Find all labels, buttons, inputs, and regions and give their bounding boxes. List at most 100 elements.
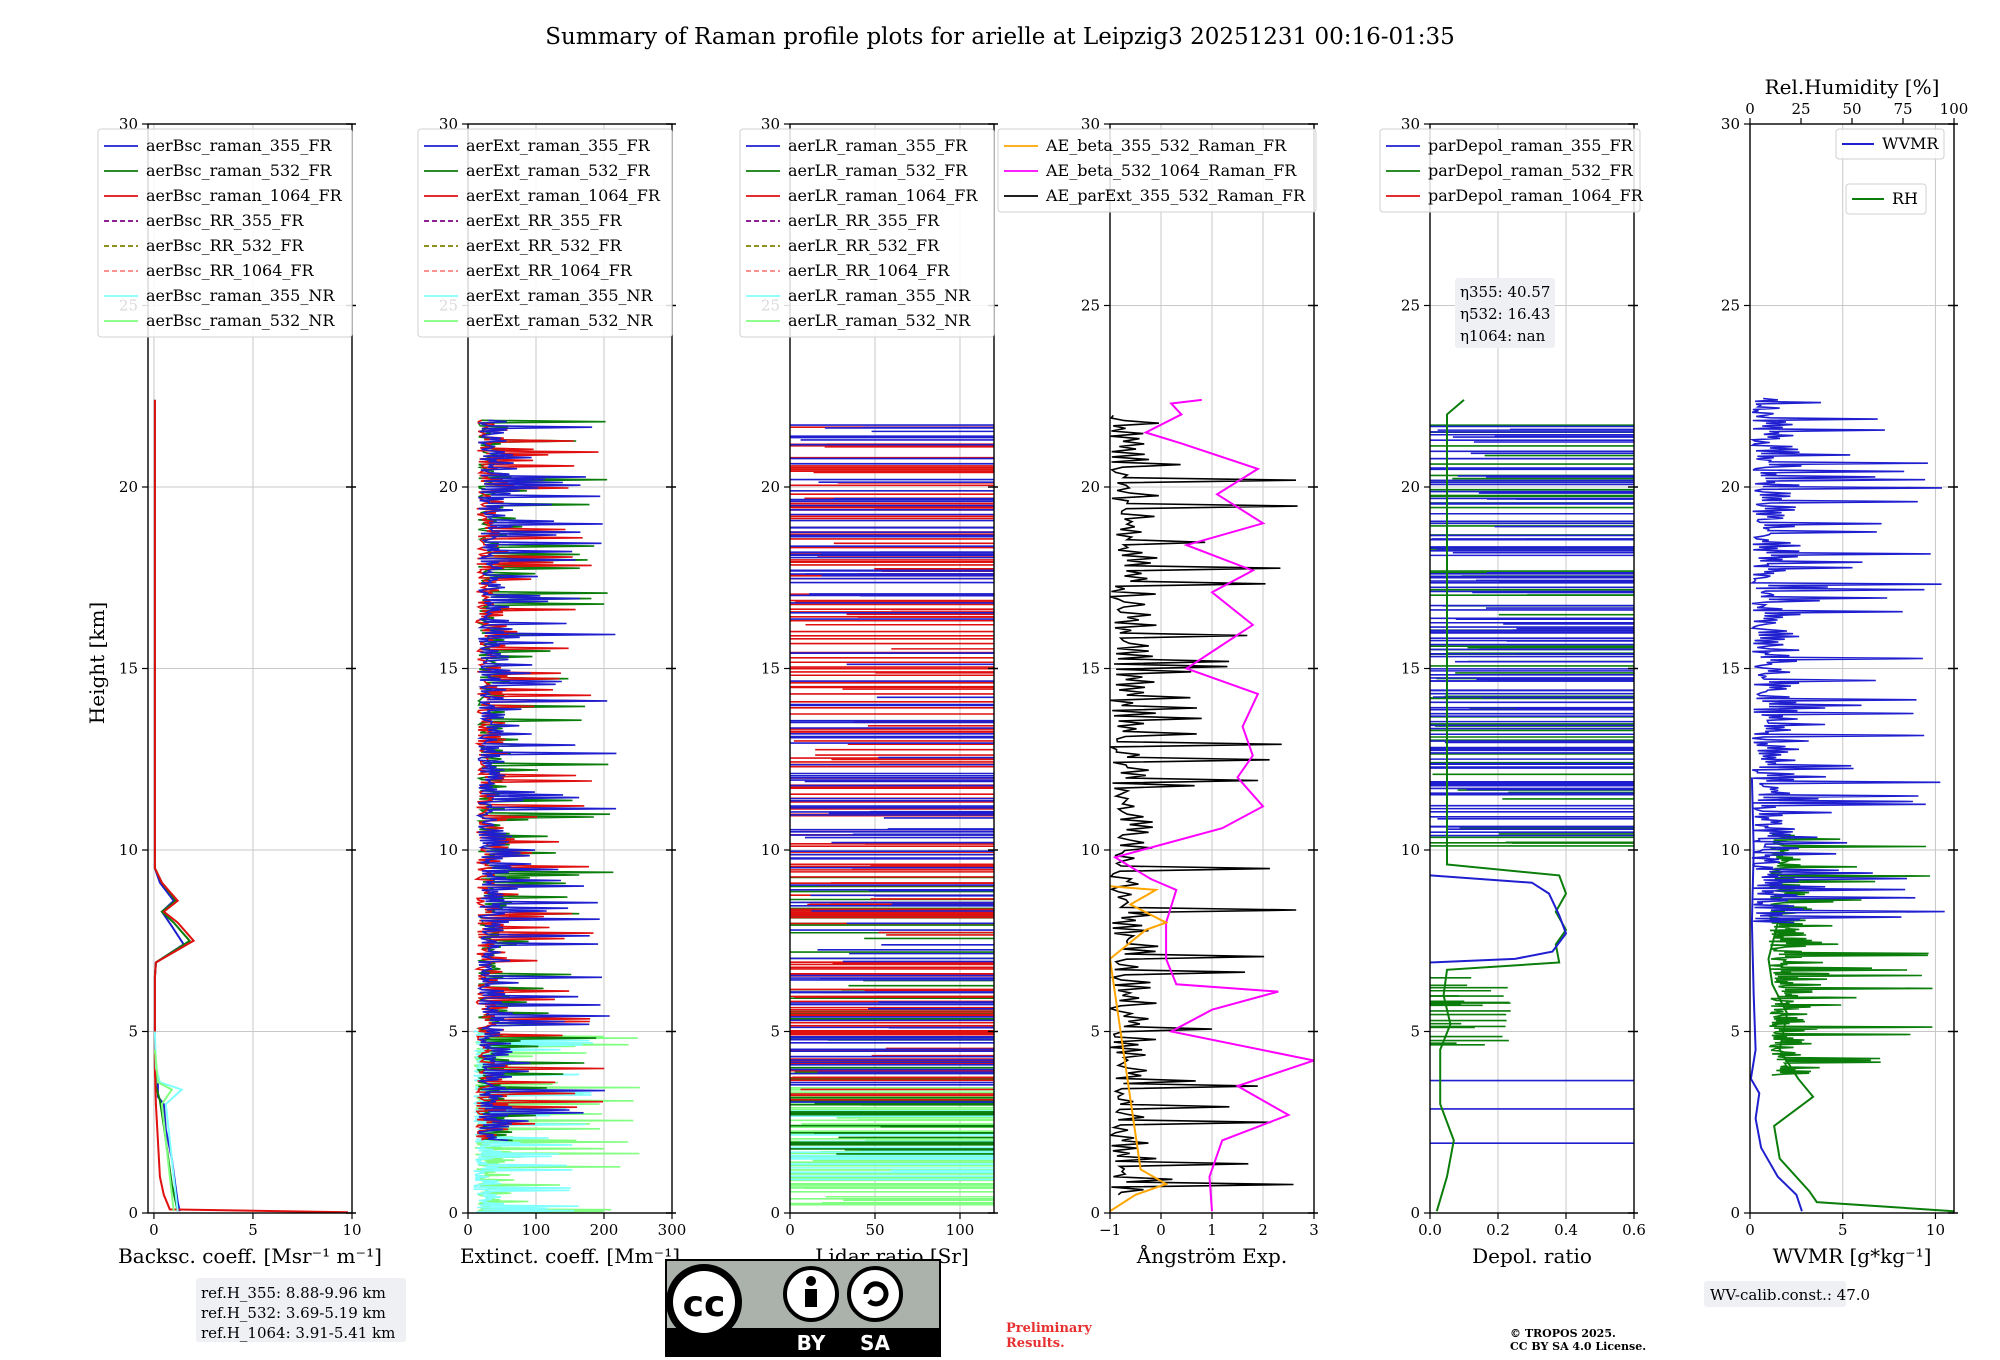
plot-area [153, 399, 349, 1213]
series-aerBsc_raman_355_NR [153, 1031, 184, 1212]
legend-label: RH [1892, 189, 1918, 208]
series-AE_beta_355_532_Raman_FR [1110, 885, 1169, 1213]
legend-label: aerBsc_raman_1064_FR [146, 186, 343, 205]
series-aerExt_raman_355_FR [475, 419, 617, 1142]
x-tick-label: 0.4 [1554, 1221, 1578, 1239]
y-tick-label: 10 [1721, 841, 1740, 859]
depol-eta-box: η355: 40.57 η532: 16.43 η1064: nan [1455, 278, 1555, 348]
cc-sa-label: SA [860, 1331, 890, 1355]
legend-label: aerBsc_RR_1064_FR [146, 261, 315, 280]
x-tick-label: 5 [248, 1221, 258, 1239]
x-axis-label: Depol. ratio [1472, 1244, 1592, 1268]
copyright-line1: © TROPOS 2025. [1510, 1327, 1616, 1340]
x-tick-label: 0.0 [1418, 1221, 1442, 1239]
y-tick-label: 5 [128, 1023, 138, 1041]
y-tick-label: 20 [761, 478, 780, 496]
y-tick-label: 0 [1730, 1204, 1740, 1222]
legend: parDepol_raman_355_FR parDepol_raman_532_… [1379, 128, 1644, 213]
plot-area [1110, 398, 1314, 1213]
eta-532: η532: 16.43 [1460, 305, 1550, 323]
x-tick-label: 10 [1926, 1221, 1945, 1239]
legend-label: aerLR_raman_532_FR [788, 161, 968, 180]
panel-backscatter: 0510051015202530Backsc. coeff. [Msr⁻¹ m⁻… [97, 115, 382, 1268]
x-tick-label: 100 [946, 1221, 975, 1239]
y-tick-label: 20 [119, 478, 138, 496]
cc-logo-text: cc [683, 1284, 726, 1325]
y-tick-label: 10 [1401, 841, 1420, 859]
y-tick-label: 20 [1721, 478, 1740, 496]
y-tick-label: 10 [1081, 841, 1100, 859]
cc-by-label: BY [797, 1331, 826, 1355]
y-tick-label: 5 [770, 1023, 780, 1041]
y-tick-label: 20 [1081, 478, 1100, 496]
x-axis-label: Extinct. coeff. [Mm⁻¹] [460, 1244, 680, 1268]
x-tick-label: 0 [785, 1221, 795, 1239]
x-tick-label: 300 [658, 1221, 687, 1239]
y-tick-label: 0 [128, 1204, 138, 1222]
x-tick-label: 0 [1745, 1221, 1755, 1239]
x-axis-label: Backsc. coeff. [Msr⁻¹ m⁻¹] [118, 1244, 382, 1268]
x-tick-label: 3 [1309, 1221, 1319, 1239]
legend-label: aerBsc_raman_532_NR [146, 311, 335, 330]
legend-label: aerLR_raman_532_NR [788, 311, 971, 330]
y-tick-label: 10 [119, 841, 138, 859]
eta-1064: η1064: nan [1460, 327, 1546, 345]
plot-area [790, 424, 994, 1206]
x-tick-label: 1 [1207, 1221, 1217, 1239]
y-tick-label: 5 [1090, 1023, 1100, 1041]
legend: AE_beta_355_532_Raman_FR AE_beta_532_1064… [997, 128, 1317, 213]
legend-label: aerLR_raman_355_FR [788, 136, 968, 155]
y-axis-label: Height [km] [85, 602, 109, 724]
y-tick-label: 30 [1721, 115, 1740, 133]
legend: aerExt_raman_355_FR aerExt_raman_532_FRae… [417, 128, 673, 338]
y-tick-label: 0 [770, 1204, 780, 1222]
ref-height-532: ref.H_532: 3.69-5.19 km [201, 1304, 386, 1322]
top-tick-label: 0 [1745, 100, 1755, 118]
preliminary-line2: Results. [1006, 1336, 1065, 1351]
series-RH [1767, 922, 1954, 1213]
y-tick-label: 0 [1090, 1204, 1100, 1222]
legend: aerBsc_raman_355_FR aerBsc_raman_532_FRae… [97, 128, 353, 338]
series-AE_parExt_355_532_Raman_FR [1110, 414, 1298, 1196]
plot-area [1430, 399, 1634, 1212]
legend-label: aerLR_raman_355_NR [788, 286, 971, 305]
legend-label: aerLR_RR_355_FR [788, 211, 940, 230]
preliminary-line1: Preliminary [1006, 1321, 1092, 1336]
y-tick-label: 15 [1401, 660, 1420, 678]
legend-label: aerExt_raman_355_FR [466, 136, 651, 155]
ref-height-box: ref.H_355: 8.88-9.96 km ref.H_532: 3.69-… [196, 1278, 406, 1342]
y-tick-label: 0 [448, 1204, 458, 1222]
legend-label: aerExt_raman_532_NR [466, 311, 654, 330]
legend-label: aerBsc_raman_355_NR [146, 286, 335, 305]
legend-label: aerBsc_raman_355_FR [146, 136, 332, 155]
y-tick-label: 10 [761, 841, 780, 859]
x-tick-label: 0.2 [1486, 1221, 1510, 1239]
y-tick-label: 15 [1721, 660, 1740, 678]
legend-label: aerBsc_RR_355_FR [146, 211, 304, 230]
top-axis-label: Rel.Humidity [%] [1765, 75, 1940, 99]
y-tick-label: 10 [439, 841, 458, 859]
series-aerBsc_raman_1064_FR [153, 399, 349, 1213]
legend: WVMR RH [1835, 128, 1945, 215]
legend-label: aerLR_RR_1064_FR [788, 261, 950, 280]
panel-lidar_ratio: 050100051015202530Lidar ratio [Sr]aerLR_… [739, 115, 998, 1268]
x-tick-label: 0 [149, 1221, 159, 1239]
legend-label: aerLR_raman_1064_FR [788, 186, 978, 205]
top-tick-label: 75 [1893, 100, 1912, 118]
cc-by-sa-logo: cc BY SA [665, 1259, 941, 1357]
y-tick-label: 15 [761, 660, 780, 678]
eta-355: η355: 40.57 [1460, 283, 1550, 301]
y-tick-label: 5 [448, 1023, 458, 1041]
series-AE_beta_532_1064_Raman_FR [1112, 398, 1314, 1212]
legend-label: aerExt_raman_355_NR [466, 286, 654, 305]
plot-area [472, 419, 640, 1213]
x-tick-label: 100 [522, 1221, 551, 1239]
x-tick-label: 0 [1156, 1221, 1166, 1239]
plot-area [1750, 397, 1954, 1213]
wv-calib-const: WV-calib.const.: 47.0 [1710, 1286, 1870, 1304]
x-tick-label: 200 [590, 1221, 619, 1239]
wv-calib-box: WV-calib.const.: 47.0 [1704, 1281, 1870, 1307]
